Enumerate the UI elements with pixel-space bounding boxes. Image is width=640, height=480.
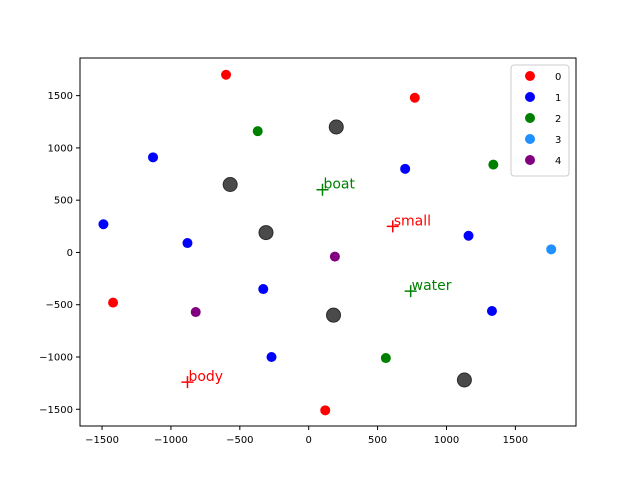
y-tick-label: 1000: [48, 143, 73, 154]
legend-label: 2: [555, 114, 561, 125]
cluster-center: [328, 119, 344, 135]
legend-marker: [525, 71, 535, 81]
y-tick-label: −1500: [39, 405, 73, 416]
legend-marker: [525, 92, 535, 102]
y-tick-label: −500: [46, 300, 73, 311]
legend-label: 3: [555, 135, 561, 146]
legend-label: 1: [555, 93, 561, 104]
point-cluster-2: [380, 353, 391, 364]
x-tick-label: 1000: [434, 435, 459, 446]
legend-label: 4: [555, 156, 561, 167]
point-cluster-2: [252, 126, 263, 137]
annotation-plus-marker: [386, 220, 399, 233]
y-axis: −1500 −1000 −500 0 500 1000 1500: [39, 91, 80, 416]
x-tick-label: 500: [368, 435, 387, 446]
point-cluster-4: [329, 251, 340, 262]
y-tick-label: 1500: [48, 91, 73, 102]
point-cluster-1: [486, 306, 497, 316]
point-cluster-3: [546, 244, 557, 255]
y-tick-label: 0: [67, 248, 73, 259]
annotation-plus-marker: [181, 376, 194, 389]
point-cluster-1: [463, 230, 474, 241]
data-points: [98, 69, 557, 416]
x-tick-label: −1000: [154, 435, 188, 446]
point-cluster-1: [98, 219, 109, 230]
point-cluster-2: [488, 159, 499, 170]
x-tick-label: 1500: [503, 435, 528, 446]
point-cluster-0: [409, 92, 420, 103]
annotation-label: small: [394, 213, 431, 229]
point-cluster-1: [258, 284, 269, 295]
legend-marker: [525, 155, 535, 165]
annotation-label: water: [412, 278, 452, 294]
annotation-plus-marker: [404, 285, 417, 298]
y-tick-label: −1000: [39, 353, 73, 364]
point-cluster-1: [182, 238, 193, 249]
annotation-label: boat: [323, 177, 355, 193]
legend: 0 1 2 3 4: [510, 64, 570, 177]
x-tick-label: −1500: [85, 435, 119, 446]
cluster-center: [456, 372, 472, 388]
point-cluster-0: [221, 69, 232, 80]
legend-box: [510, 64, 570, 177]
x-tick-label: 0: [306, 435, 312, 446]
legend-marker: [525, 113, 535, 123]
legend-label: 0: [555, 72, 561, 83]
x-tick-label: −500: [226, 435, 253, 446]
point-cluster-0: [320, 405, 331, 416]
x-axis: −1500 −1000 −500 0 500 1000 1500: [85, 426, 528, 446]
point-cluster-1: [266, 352, 277, 362]
point-cluster-4: [190, 307, 201, 318]
point-cluster-1: [148, 152, 159, 163]
y-tick-label: 500: [54, 196, 73, 207]
plot-frame: [79, 57, 577, 427]
cluster-center: [222, 177, 238, 192]
annotation-plus-marker: [316, 183, 329, 196]
cluster-center: [326, 307, 342, 323]
point-cluster-1: [400, 163, 411, 174]
point-cluster-0: [108, 297, 119, 308]
annotations: boat small water body: [181, 177, 452, 389]
cluster-center: [258, 225, 274, 241]
annotation-label: body: [188, 369, 223, 385]
legend-marker: [525, 134, 535, 144]
